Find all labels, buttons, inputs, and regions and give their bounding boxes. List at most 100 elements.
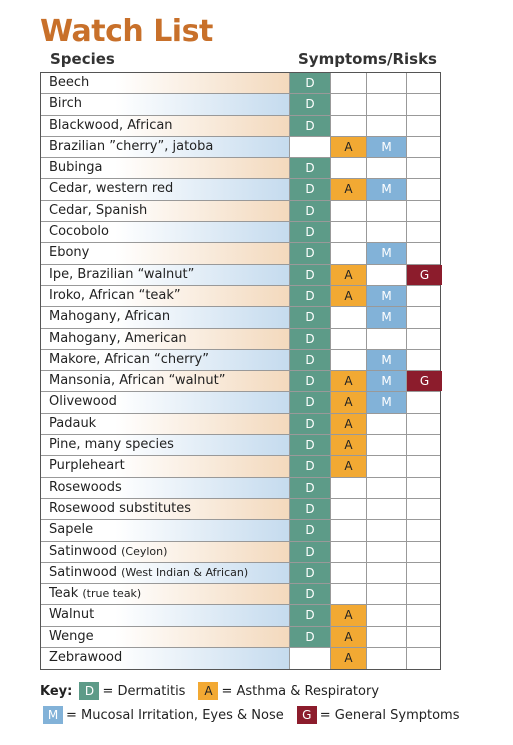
empty-cell bbox=[367, 94, 407, 115]
species-name: Walnut bbox=[49, 607, 95, 623]
table-row: Teak (true teak) D bbox=[41, 584, 442, 606]
species-name: Padauk bbox=[49, 415, 97, 431]
key-text: = General Symptoms bbox=[319, 708, 460, 723]
species-name: Cedar, Spanish bbox=[49, 202, 148, 218]
species-cell: Bubinga bbox=[41, 158, 290, 179]
table-row: Sapele D bbox=[41, 520, 440, 542]
symptom-cell: D bbox=[290, 285, 331, 307]
symptom-cell: D bbox=[290, 94, 331, 115]
species-name: Mahogany, African bbox=[49, 309, 171, 325]
symptom-cell: A bbox=[331, 626, 367, 648]
empty-cell bbox=[367, 200, 407, 222]
empty-cell bbox=[407, 499, 442, 519]
species-name: Mahogany, American bbox=[49, 330, 187, 346]
species-name: Teak bbox=[49, 586, 79, 602]
symptom-cell: A bbox=[331, 435, 367, 456]
key-badge: D bbox=[79, 682, 100, 700]
table-row: Purpleheart D A bbox=[41, 456, 440, 478]
table-row: Iroko, African “teak” D A M bbox=[41, 285, 440, 308]
symptom-cell: D bbox=[290, 584, 331, 605]
empty-cell bbox=[331, 520, 367, 541]
species-note: (West Indian & African) bbox=[121, 565, 249, 579]
key-row: M = Mucosal Irritation, Eyes & Nose G = Gen… bbox=[40, 706, 469, 724]
species-cell: Mansonia, African “walnut” bbox=[41, 371, 290, 392]
empty-cell bbox=[367, 626, 407, 648]
species-name: Rosewood substitutes bbox=[49, 500, 192, 516]
empty-cell bbox=[367, 520, 407, 541]
symptom-cell: D bbox=[290, 371, 331, 392]
table-row: Bubinga D bbox=[41, 158, 440, 180]
empty-cell bbox=[407, 307, 442, 327]
species-name: Pine, many species bbox=[49, 437, 174, 453]
species-name: Cedar, western red bbox=[49, 181, 174, 197]
species-name: Makore, African “cherry” bbox=[49, 351, 209, 367]
symptom-cell: A bbox=[331, 392, 367, 413]
species-cell: Beech bbox=[41, 73, 290, 94]
table-row: Wenge D A bbox=[41, 626, 442, 649]
empty-cell bbox=[407, 563, 442, 583]
empty-cell bbox=[367, 498, 407, 520]
symptom-cell: M bbox=[367, 392, 407, 413]
symptom-cell: A bbox=[331, 456, 367, 477]
key-text: = Asthma & Respiratory bbox=[221, 684, 380, 699]
table-row: Mahogany, American D bbox=[41, 328, 440, 350]
table-row: Ebony D M bbox=[41, 243, 440, 265]
symptom-cell: D bbox=[290, 328, 331, 349]
symptoms-header: Symptoms/Risks bbox=[298, 50, 437, 68]
symptom-cell: M bbox=[367, 243, 407, 264]
key-badge: G bbox=[296, 706, 317, 724]
symptom-cell: D bbox=[290, 520, 331, 541]
empty-cell bbox=[331, 115, 367, 136]
empty-cell bbox=[407, 116, 442, 136]
empty-cell bbox=[367, 541, 407, 562]
species-cell: Iroko, African “teak” bbox=[41, 285, 290, 307]
empty-cell bbox=[331, 222, 367, 243]
symptom-cell: D bbox=[290, 541, 331, 562]
empty-cell bbox=[331, 498, 367, 520]
empty-cell bbox=[407, 627, 442, 647]
species-cell: Mahogany, African bbox=[41, 307, 290, 328]
empty-cell bbox=[331, 158, 367, 179]
symptom-cell: A bbox=[331, 605, 367, 626]
symptom-cell: D bbox=[290, 73, 331, 94]
empty-cell bbox=[367, 584, 407, 605]
species-note: (Ceylon) bbox=[121, 544, 168, 558]
empty-cell bbox=[407, 478, 442, 498]
symptom-cell: D bbox=[290, 413, 331, 435]
empty-cell bbox=[331, 73, 367, 94]
symptom-cell: G bbox=[407, 371, 442, 392]
species-cell: Cocobolo bbox=[41, 222, 290, 243]
symptom-cell: M bbox=[367, 371, 407, 392]
symptom-cell: M bbox=[367, 136, 407, 158]
empty-cell bbox=[290, 136, 331, 158]
key-badge: M bbox=[43, 706, 63, 724]
symptom-cell: D bbox=[290, 349, 331, 371]
empty-cell bbox=[367, 477, 407, 498]
empty-cell bbox=[407, 605, 442, 625]
table-row: Pine, many species D A bbox=[41, 435, 440, 457]
species-name: Sapele bbox=[49, 522, 94, 538]
empty-cell bbox=[290, 648, 331, 670]
symptom-cell: M bbox=[367, 349, 407, 371]
key-label: Key: bbox=[40, 684, 73, 699]
species-name: Wenge bbox=[49, 628, 94, 644]
empty-cell bbox=[331, 349, 367, 371]
species-cell: Makore, African “cherry” bbox=[41, 349, 290, 371]
empty-cell bbox=[407, 414, 442, 434]
symptom-cell: D bbox=[290, 115, 331, 136]
species-name: Satinwood bbox=[49, 564, 117, 580]
empty-cell bbox=[407, 584, 442, 604]
symptom-cell: A bbox=[331, 136, 367, 158]
table-row: Cedar, western red D A M bbox=[41, 179, 440, 201]
species-name: Blackwood, African bbox=[49, 117, 173, 133]
table: Beech D Birch D Blackwood, African D Brazilian… bbox=[40, 72, 442, 671]
symptom-cell: D bbox=[290, 562, 331, 584]
symptom-cell: D bbox=[290, 392, 331, 413]
empty-cell bbox=[331, 307, 367, 328]
empty-cell bbox=[367, 562, 407, 584]
symptom-cell: A bbox=[331, 648, 367, 670]
table-row: Brazilian ”cherry”, jatoba A M bbox=[41, 136, 440, 159]
empty-cell bbox=[407, 222, 442, 242]
species-name: Purpleheart bbox=[49, 458, 125, 474]
